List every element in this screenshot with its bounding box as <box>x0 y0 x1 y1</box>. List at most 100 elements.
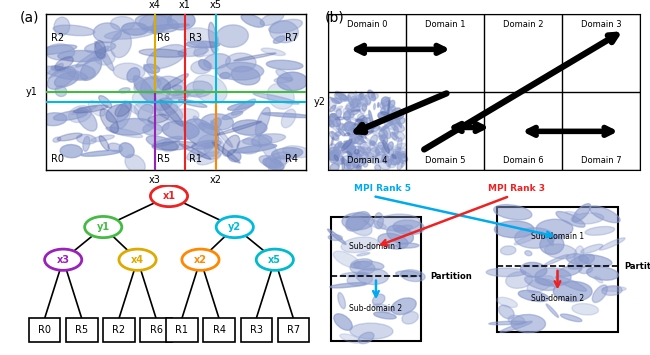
Ellipse shape <box>336 109 341 118</box>
Ellipse shape <box>366 120 374 123</box>
Ellipse shape <box>362 104 367 111</box>
Ellipse shape <box>525 276 555 290</box>
Ellipse shape <box>378 112 393 122</box>
Ellipse shape <box>343 143 350 148</box>
Ellipse shape <box>514 231 543 245</box>
Text: Domain 1: Domain 1 <box>425 20 465 29</box>
Ellipse shape <box>357 103 361 107</box>
Ellipse shape <box>354 149 359 154</box>
Ellipse shape <box>134 78 161 93</box>
Ellipse shape <box>154 100 183 121</box>
Ellipse shape <box>172 85 182 91</box>
Ellipse shape <box>387 142 393 151</box>
Ellipse shape <box>395 152 406 156</box>
Ellipse shape <box>402 153 406 158</box>
Ellipse shape <box>335 91 347 100</box>
Ellipse shape <box>374 104 376 110</box>
Ellipse shape <box>374 312 396 319</box>
Ellipse shape <box>31 45 77 55</box>
Text: Domain 2: Domain 2 <box>503 20 543 29</box>
Ellipse shape <box>370 142 377 152</box>
Ellipse shape <box>372 294 385 305</box>
Ellipse shape <box>402 311 418 324</box>
Ellipse shape <box>389 100 395 108</box>
Ellipse shape <box>382 147 387 152</box>
Ellipse shape <box>350 126 357 134</box>
Ellipse shape <box>365 115 372 121</box>
Ellipse shape <box>364 163 368 167</box>
Ellipse shape <box>335 92 346 102</box>
Ellipse shape <box>281 109 296 128</box>
Ellipse shape <box>572 304 599 315</box>
Ellipse shape <box>544 255 568 266</box>
Ellipse shape <box>373 304 393 312</box>
Ellipse shape <box>497 297 517 307</box>
Ellipse shape <box>578 255 612 266</box>
Ellipse shape <box>508 315 525 325</box>
Ellipse shape <box>364 219 386 229</box>
Ellipse shape <box>105 29 155 39</box>
Ellipse shape <box>348 116 359 121</box>
Ellipse shape <box>331 131 333 134</box>
Ellipse shape <box>202 114 233 130</box>
Ellipse shape <box>46 64 63 78</box>
Ellipse shape <box>95 42 114 71</box>
Ellipse shape <box>383 140 389 153</box>
Ellipse shape <box>212 142 240 163</box>
Ellipse shape <box>127 68 140 82</box>
FancyBboxPatch shape <box>29 318 60 342</box>
Ellipse shape <box>384 121 396 130</box>
Ellipse shape <box>328 152 336 160</box>
Ellipse shape <box>351 138 356 143</box>
Ellipse shape <box>335 147 338 149</box>
Ellipse shape <box>393 143 406 150</box>
Ellipse shape <box>152 136 182 147</box>
Ellipse shape <box>368 148 379 158</box>
Ellipse shape <box>140 76 171 103</box>
Ellipse shape <box>375 125 380 129</box>
Ellipse shape <box>371 93 374 98</box>
Ellipse shape <box>357 150 359 164</box>
Ellipse shape <box>344 133 350 136</box>
Ellipse shape <box>486 268 526 277</box>
Ellipse shape <box>72 106 97 115</box>
Ellipse shape <box>95 40 105 59</box>
Ellipse shape <box>220 72 230 79</box>
Ellipse shape <box>342 156 352 165</box>
Ellipse shape <box>209 22 217 53</box>
Ellipse shape <box>384 126 391 138</box>
Ellipse shape <box>55 57 73 70</box>
Ellipse shape <box>60 144 83 158</box>
Ellipse shape <box>358 135 362 140</box>
Ellipse shape <box>184 119 218 147</box>
Ellipse shape <box>378 103 379 107</box>
Ellipse shape <box>54 17 70 36</box>
Text: R3: R3 <box>250 325 263 335</box>
Ellipse shape <box>345 105 352 111</box>
Ellipse shape <box>358 93 362 101</box>
Ellipse shape <box>272 148 303 159</box>
Ellipse shape <box>47 67 75 89</box>
Ellipse shape <box>211 121 233 147</box>
Ellipse shape <box>216 121 261 135</box>
Ellipse shape <box>352 108 355 111</box>
Text: Domain 6: Domain 6 <box>503 156 543 165</box>
Ellipse shape <box>346 104 351 109</box>
Ellipse shape <box>354 115 364 126</box>
Ellipse shape <box>347 155 352 163</box>
Ellipse shape <box>329 144 337 152</box>
Ellipse shape <box>265 152 291 167</box>
Ellipse shape <box>347 109 352 113</box>
Text: Sub-domain 2: Sub-domain 2 <box>350 304 402 313</box>
Ellipse shape <box>359 131 361 137</box>
Ellipse shape <box>394 155 400 158</box>
Ellipse shape <box>115 102 131 116</box>
Ellipse shape <box>363 117 367 127</box>
Ellipse shape <box>348 142 353 149</box>
Text: Domain 7: Domain 7 <box>581 156 621 165</box>
Ellipse shape <box>399 118 405 124</box>
Ellipse shape <box>162 121 200 140</box>
Ellipse shape <box>99 95 112 108</box>
Ellipse shape <box>566 212 578 215</box>
Ellipse shape <box>500 246 516 255</box>
